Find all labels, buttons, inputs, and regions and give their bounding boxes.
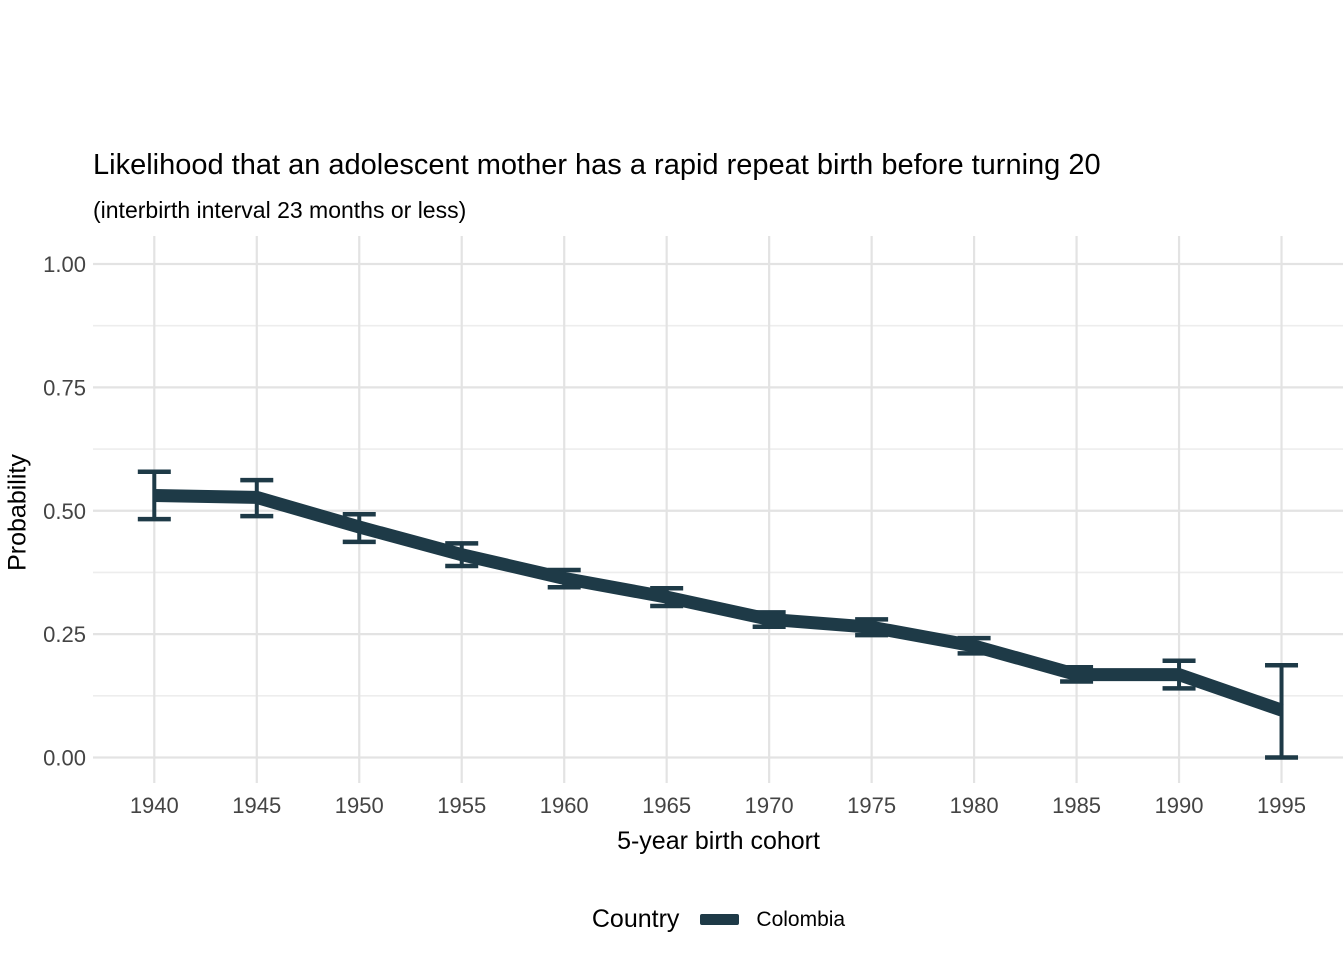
x-tick-label-1985: 1985	[1052, 793, 1101, 818]
legend: Country Colombia	[0, 905, 1344, 934]
x-tick-label-1995: 1995	[1257, 793, 1306, 818]
x-tick-label-1970: 1970	[745, 793, 794, 818]
x-tick-label-1945: 1945	[232, 793, 281, 818]
legend-title: Country	[591, 905, 680, 933]
legend-key-colombia	[700, 914, 740, 925]
x-tick-label-1975: 1975	[847, 793, 896, 818]
y-tick-label-0.00: 0.00	[43, 746, 86, 771]
y-axis-title: Probability	[3, 454, 32, 571]
chart-subtitle: (interbirth interval 23 months or less)	[93, 197, 467, 223]
legend-label-colombia: Colombia	[756, 907, 846, 931]
chart-title: Likelihood that an adolescent mother has…	[93, 149, 1101, 181]
y-tick-label-0.25: 0.25	[43, 622, 86, 647]
y-tick-label-1.00: 1.00	[43, 252, 86, 277]
y-tick-label-0.50: 0.50	[43, 499, 86, 524]
x-tick-label-1950: 1950	[335, 793, 384, 818]
y-tick-label-0.75: 0.75	[43, 375, 86, 400]
x-tick-label-1965: 1965	[642, 793, 691, 818]
x-tick-label-1990: 1990	[1155, 793, 1204, 818]
trend-line-colombia	[154, 488, 1284, 717]
x-axis-title: 5-year birth cohort	[617, 827, 820, 855]
x-tick-label-1960: 1960	[540, 793, 589, 818]
x-tick-label-1955: 1955	[437, 793, 486, 818]
x-tick-label-1940: 1940	[130, 793, 179, 818]
x-tick-label-1980: 1980	[950, 793, 999, 818]
